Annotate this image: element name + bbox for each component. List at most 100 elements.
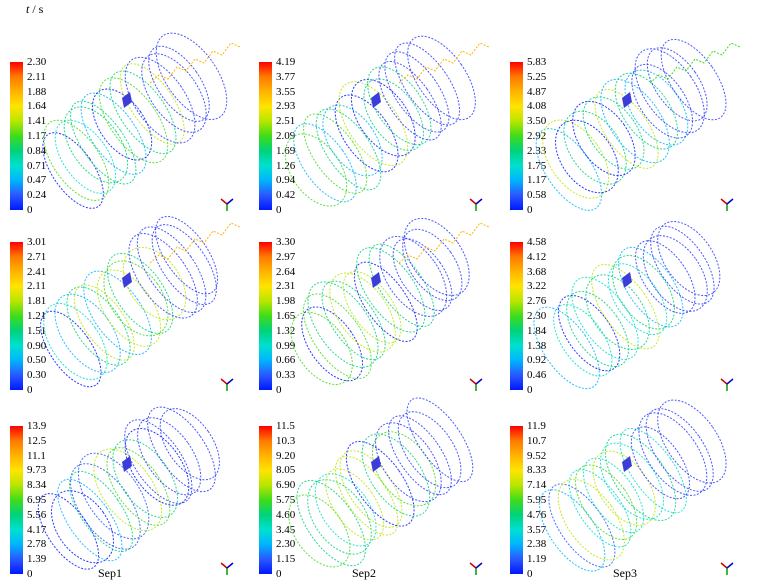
- trajectory-loop: [73, 284, 135, 361]
- inlet-block: [122, 92, 132, 108]
- trajectory-loop: [155, 215, 219, 295]
- trajectory-loop: [54, 293, 121, 374]
- colorbar-tick-label: 3.57: [527, 523, 547, 536]
- panel-r3c1: 13.9 12.5 11.1 9.73 8.34 6.95 5.56 4.17 2.78 1.39…: [0, 392, 248, 580]
- colorbar-tick-label: 5.83: [527, 56, 547, 68]
- trajectory-loop: [43, 303, 108, 380]
- colorbar-tick-label: 0.46: [527, 369, 547, 382]
- trajectory-loop: [148, 45, 210, 122]
- trajectory-loop: [301, 306, 363, 382]
- trajectory-loop: [70, 100, 137, 185]
- trajectory-loop: [548, 483, 616, 568]
- trajectory-loop: [361, 433, 431, 517]
- panel-r2c3: 4.58 4.12 3.68 3.22 2.76 2.30 1.84 1.38 0.92 0.46…: [500, 208, 748, 396]
- colorbar-tick-label: 2.31: [276, 280, 296, 293]
- axis-triad-icon: [469, 562, 483, 575]
- trajectory-loop: [106, 447, 171, 526]
- panel-r2c1: 3.01 2.71 2.41 2.11 1.81 1.21 1.51 0.90 0.50 0.30…: [0, 208, 248, 396]
- trajectory-loop: [307, 281, 379, 368]
- trajectory-loop: [599, 442, 665, 520]
- trajectory-loop: [159, 408, 220, 481]
- colorbar-tick-label: 6.95: [27, 494, 47, 506]
- colorbar-tick-label: 2.30: [27, 56, 47, 68]
- trajectory-loop: [630, 426, 690, 500]
- colorbar-tick-label: 2.71: [27, 250, 47, 263]
- unit-suffix: / s: [29, 2, 44, 16]
- trajectory-loop: [284, 133, 348, 207]
- colorbar-tick-label: 4.58: [527, 236, 547, 248]
- trajectory-loop: [353, 261, 418, 342]
- axis-triad-icon: [220, 562, 234, 575]
- trajectory-loop: [307, 479, 372, 555]
- inlet-block: [371, 456, 381, 472]
- colorbar-tick-label: 1.88: [27, 85, 47, 98]
- colorbar-tick-label: 9.73: [27, 464, 47, 477]
- trajectory-loop: [571, 276, 639, 360]
- colorbar-tick-label: 9.52: [527, 449, 547, 462]
- trajectory-loop: [119, 63, 185, 145]
- trajectory-loop: [618, 246, 684, 328]
- colorbar-tick-label: 1.84: [527, 324, 547, 337]
- colorbar-tick-label: 13.9: [27, 420, 47, 432]
- colorbar-tick-label: 4.19: [276, 56, 296, 68]
- colorbar-ticks: 3.30 2.97 2.64 2.31 1.98 1.65 1.32 0.99 0.66 0.33…: [276, 236, 320, 396]
- colorbar-tick-label: 0.33: [276, 369, 296, 382]
- trajectory-loop: [557, 478, 625, 561]
- trajectory-loop: [325, 468, 385, 541]
- colorbar-tick-label: 0: [276, 384, 282, 396]
- trajectory-loop: [650, 225, 715, 305]
- colorbar-tick-label: 1.75: [527, 159, 547, 172]
- colorbar-tick-label: 0.99: [276, 339, 296, 352]
- colorbar-tick-label: 1.41: [27, 115, 47, 128]
- colorbar-tick-label: 0: [27, 204, 33, 216]
- trajectory-loop: [557, 294, 621, 372]
- trajectory-loop: [568, 469, 632, 548]
- trajectory-loop: [634, 48, 705, 134]
- trajectory-loop: [631, 63, 694, 139]
- colorbar-tick-label: 0.92: [527, 354, 547, 367]
- trajectory-loop: [406, 397, 474, 483]
- trajectory-loop: [612, 255, 675, 330]
- trajectory-loop: [403, 217, 470, 296]
- trajectory-loop: [660, 38, 727, 121]
- trajectory-loop: [43, 119, 110, 201]
- colorbar-tick-label: 8.33: [527, 464, 547, 477]
- trajectory-loop: [315, 108, 382, 191]
- axis-triad-icon: [469, 378, 483, 391]
- trajectory-loop: [124, 56, 196, 144]
- trajectory-loop: [582, 96, 645, 170]
- colorbar-tick-label: 5.25: [527, 70, 547, 83]
- inlet-block: [122, 456, 132, 472]
- trajectory-loop: [37, 493, 100, 570]
- colorbar-tick-label: 0.66: [276, 354, 296, 367]
- trajectory-loop: [296, 480, 366, 567]
- particle-trajectories: [40, 215, 241, 388]
- trajectory-loop: [128, 233, 198, 319]
- colorbar-tick-label: 2.97: [276, 250, 296, 263]
- trajectory-loop: [542, 119, 610, 199]
- colorbar-tick-label: 0: [527, 568, 533, 580]
- colorbar-tick-label: 3.30: [276, 236, 296, 248]
- trajectory-loop: [293, 123, 357, 203]
- trajectory-loop: [63, 106, 129, 184]
- trajectory-loop: [657, 220, 721, 297]
- trajectory-loop: [303, 113, 368, 194]
- colorbar-tick-label: 0: [27, 384, 33, 396]
- colorbar-tick-label: 2.51: [276, 115, 296, 128]
- trajectory-loop: [321, 280, 386, 361]
- trajectory-loop: [533, 306, 600, 390]
- trajectory-loop: [368, 243, 435, 328]
- inlet-block: [122, 272, 132, 288]
- colorbar-tick-label: 2.64: [276, 265, 296, 278]
- colorbar-tick-label: 2.78: [27, 538, 47, 551]
- particle-trajectories: [288, 397, 474, 568]
- trajectory-loop: [106, 252, 174, 334]
- colorbar: [10, 426, 23, 574]
- axis-triad-icon: [720, 198, 734, 211]
- colorbar-tick-label: 4.60: [276, 508, 296, 521]
- colorbar-tick-label: 1.65: [276, 310, 296, 322]
- trajectory-loop: [575, 464, 638, 541]
- inlet-block: [622, 456, 632, 472]
- trajectory-loop: [288, 494, 351, 568]
- particle-trajectories: [290, 217, 490, 385]
